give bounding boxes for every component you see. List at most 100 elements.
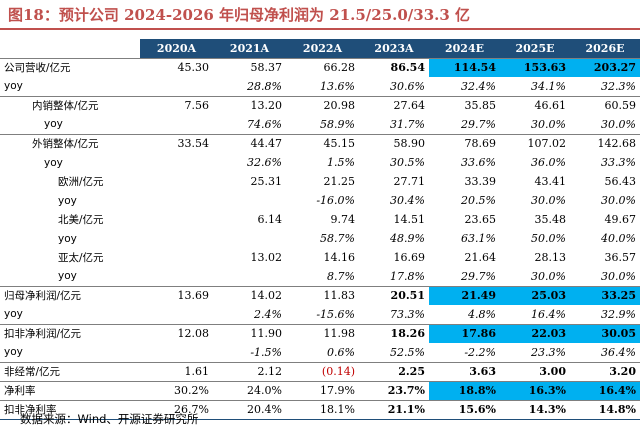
cell: 46.61: [500, 95, 570, 115]
cell: 12.08: [140, 323, 213, 343]
header-cell: 2021A: [213, 39, 286, 58]
row-label: 内销整体/亿元: [0, 95, 140, 115]
cell: 16.69: [393, 251, 426, 264]
cell: (0.14): [286, 361, 359, 381]
cell: 35.48: [534, 213, 567, 226]
table-row: 归母净利润/亿元 13.69 14.02 11.83 20.51 21.49 2…: [0, 285, 640, 305]
cell: 58.37: [213, 57, 286, 77]
cell: [140, 305, 213, 324]
row-label: yoy: [4, 308, 23, 321]
cell: 9.74: [330, 213, 356, 226]
cell: [140, 267, 213, 286]
header-cell: 2020A: [140, 39, 213, 58]
row-label: yoy: [4, 80, 23, 93]
cell: -2.2%: [464, 345, 496, 359]
cell: 31.7%: [390, 117, 425, 131]
cell: 11.98: [286, 323, 359, 343]
cell: 18.1%: [286, 399, 359, 420]
cell: 50.0%: [531, 232, 566, 245]
cell: 14.8%: [570, 399, 640, 420]
cell: 3.63: [429, 361, 500, 381]
table-row: yoy -16.0% 30.4% 20.5% 30.0% 30.0%: [0, 191, 640, 210]
cell: 30.0%: [601, 117, 636, 131]
cell: 14.3%: [500, 399, 570, 420]
cell: 32.6%: [247, 156, 282, 169]
row-label: 扣非净利率: [0, 399, 140, 420]
cell: 33.39: [464, 175, 497, 188]
cell: 26.7%: [140, 399, 213, 420]
cell: 45.15: [286, 133, 359, 153]
table-row: 亚太/亿元 13.02 14.16 16.69 21.64 28.13 36.5…: [0, 248, 640, 267]
row-label: yoy: [58, 232, 77, 245]
cell: 74.6%: [247, 117, 282, 131]
cell: 44.47: [213, 133, 286, 153]
cell: 25.03: [500, 285, 570, 305]
cell: 36.4%: [601, 345, 636, 359]
cell: 28.13: [534, 251, 567, 264]
table-row: 内销整体/亿元 7.56 13.20 20.98 27.64 35.85 46.…: [0, 95, 640, 115]
cell: 4.8%: [468, 307, 496, 321]
header-cell: 2025E: [500, 39, 570, 58]
cell: 3.00: [500, 361, 570, 381]
cell: 30.0%: [531, 269, 566, 283]
cell: 56.43: [604, 175, 637, 188]
row-label: yoy: [44, 118, 63, 131]
cell: 45.30: [140, 57, 213, 77]
cell: 23.7%: [359, 380, 429, 400]
cell: 34.1%: [531, 79, 566, 93]
cell: 30.5%: [390, 156, 425, 169]
table-row: yoy -1.5% 0.6% 52.5% -2.2% 23.3% 36.4%: [0, 343, 640, 362]
cell: 2.25: [359, 361, 429, 381]
cell: 14.02: [213, 285, 286, 305]
cell: 24.0%: [213, 380, 286, 400]
header-row: 2020A 2021A 2022A 2023A 2024E 2025E 2026…: [0, 39, 640, 58]
cell: 114.54: [429, 57, 500, 77]
cell: -16.0%: [316, 194, 355, 207]
header-cell: 2024E: [429, 39, 500, 58]
table-row: yoy 74.6% 58.9% 31.7% 29.7% 30.0% 30.0%: [0, 115, 640, 134]
cell: 17.9%: [286, 380, 359, 400]
cell: 30.6%: [390, 79, 425, 93]
cell: 66.28: [286, 57, 359, 77]
cell: [140, 191, 213, 210]
table-row: 公司营收/亿元 45.30 58.37 66.28 86.54 114.54 1…: [0, 57, 640, 77]
cell: 43.41: [534, 175, 567, 188]
table-row: yoy 58.7% 48.9% 63.1% 50.0% 40.0%: [0, 229, 640, 248]
table-row: yoy 2.4% -15.6% 73.3% 4.8% 16.4% 32.9%: [0, 305, 640, 324]
header-cell: 2023A: [359, 39, 429, 58]
cell: 36.57: [604, 251, 637, 264]
cell: 21.25: [323, 175, 356, 188]
cell: 20.4%: [213, 399, 286, 420]
cell: 58.90: [359, 133, 429, 153]
table-row: 净利率 30.2% 24.0% 17.9% 23.7% 18.8% 16.3% …: [0, 380, 640, 400]
cell: 30.0%: [531, 194, 566, 207]
cell: 23.65: [464, 213, 497, 226]
cell: 21.49: [429, 285, 500, 305]
cell: -15.6%: [316, 307, 355, 321]
header-cell: 2026E: [570, 39, 640, 58]
cell: 58.9%: [320, 117, 355, 131]
table-row: 非经常/亿元 1.61 2.12 (0.14) 2.25 3.63 3.00 3…: [0, 361, 640, 381]
cell: 17.86: [429, 323, 500, 343]
header-cell: 2022A: [286, 39, 359, 58]
source-note: 数据来源：Wind、开源证券研究所: [20, 412, 199, 426]
cell: 142.68: [570, 133, 640, 153]
row-label: 北美/亿元: [58, 214, 104, 226]
row-label: 净利率: [0, 380, 140, 400]
cell: 8.7%: [327, 269, 355, 283]
cell: 14.51: [393, 213, 426, 226]
cell: 36.0%: [531, 156, 566, 169]
table-row: yoy 28.8% 13.6% 30.6% 32.4% 34.1% 32.3%: [0, 77, 640, 96]
cell: 63.1%: [461, 232, 496, 245]
cell: [140, 248, 213, 267]
cell: 52.5%: [390, 345, 425, 359]
table-row: yoy 32.6% 1.5% 30.5% 33.6% 36.0% 33.3%: [0, 153, 640, 172]
table-row: 北美/亿元 6.14 9.74 14.51 23.65 35.48 49.67: [0, 210, 640, 229]
cell: 32.9%: [601, 307, 636, 321]
cell: [140, 153, 213, 172]
cell: 17.8%: [390, 269, 425, 283]
row-label: yoy: [58, 270, 77, 283]
cell: [140, 229, 213, 248]
cell: 0.6%: [327, 345, 355, 359]
cell: 153.63: [500, 57, 570, 77]
